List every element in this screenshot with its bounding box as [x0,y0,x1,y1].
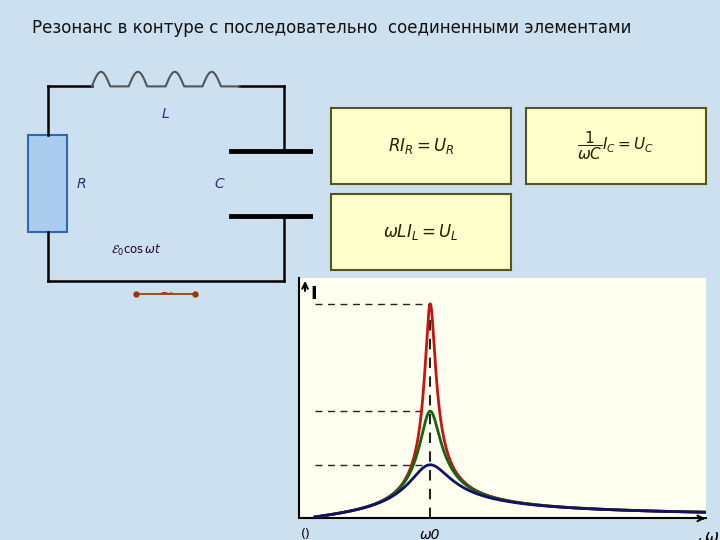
Text: L: L [162,107,169,122]
Text: ω: ω [697,535,709,540]
Text: (): () [301,528,311,540]
FancyBboxPatch shape [28,135,67,232]
Text: $\dfrac{1}{\omega C}I_C = U_C$: $\dfrac{1}{\omega C}I_C = U_C$ [577,130,654,162]
Text: I: I [310,285,317,303]
Text: $\omega L I_L = U_L$: $\omega L I_L = U_L$ [384,222,459,242]
Text: Резонанс в контуре с последовательно  соединенными элементами: Резонанс в контуре с последовательно сое… [32,19,631,37]
Text: C: C [215,177,225,191]
Text: $\mathcal{E}_0 \cos\omega t$: $\mathcal{E}_0 \cos\omega t$ [111,243,161,258]
Text: $RI_R = U_R$: $RI_R = U_R$ [388,136,454,156]
Text: ω0: ω0 [420,528,441,540]
Text: R: R [77,177,86,191]
Text: ~: ~ [158,285,173,303]
Text: ω: ω [705,528,719,540]
